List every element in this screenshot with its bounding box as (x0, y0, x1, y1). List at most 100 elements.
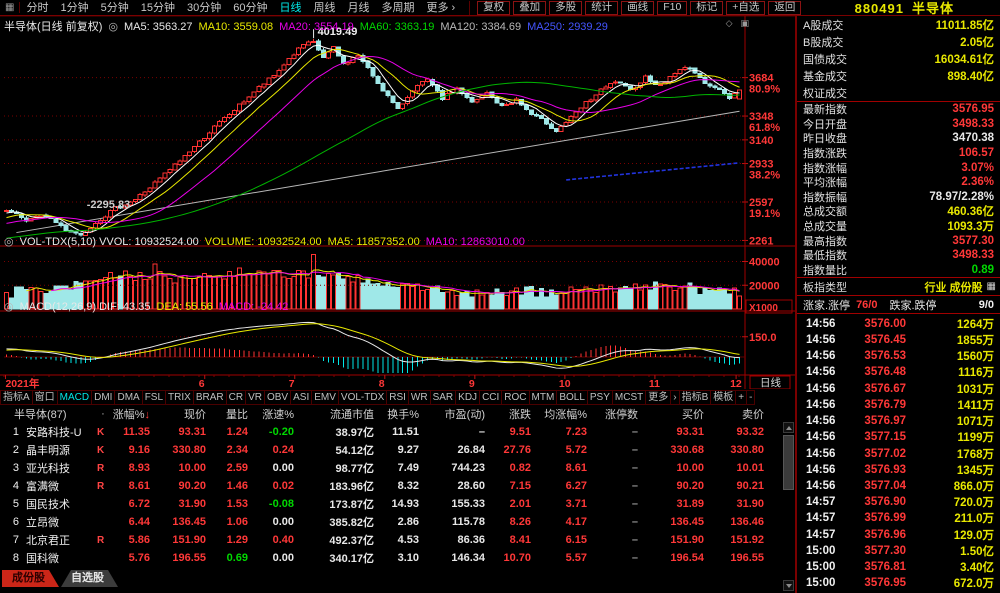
stock-name[interactable]: 国科微 (26, 553, 59, 565)
tab-指标A[interactable]: 指标A (0, 389, 33, 405)
table-row[interactable]: 1 安路科技-U K 11.35 93.31 1.24 -0.20 38.97亿 11.51 – 9… (0, 423, 795, 441)
tick-row[interactable]: 14:57 3576.99 211.0万 (797, 511, 1000, 526)
tick-row[interactable]: 14:56 3576.53 1560万 (797, 349, 1000, 364)
indicator-tab-MACD[interactable]: MACD (56, 389, 93, 405)
indicator-tab-MTM[interactable]: MTM (528, 389, 558, 405)
tool-button-统计[interactable]: 统计 (585, 0, 619, 15)
period-tab-多周期[interactable]: 多周期 (381, 1, 415, 14)
period-tab-60分钟[interactable]: 60分钟 (233, 1, 268, 14)
table-row[interactable]: 4 富满微 R 8.61 90.20 1.46 0.02 183.96亿 8.32 28.60 7.… (0, 477, 795, 495)
tool-button-返回[interactable]: 返回 (768, 0, 802, 15)
tick-row[interactable]: 14:56 3576.93 1345万 (797, 462, 1000, 477)
table-row[interactable]: 5 国民技术 6.72 31.90 1.53 -0.08 173.87亿 14.93 155.3… (0, 495, 795, 513)
board-type-row[interactable]: 板指类型 行业 成份股 ▦ (797, 278, 1000, 295)
column-header-卖价[interactable]: 卖价 (742, 409, 764, 421)
indicator-tab-WR[interactable]: WR (407, 389, 431, 405)
indicator-tab-CCI[interactable]: CCI (479, 389, 503, 405)
indicator-tab-BOLL[interactable]: BOLL (556, 389, 588, 405)
bottom-tab-成份股[interactable]: 成份股 (2, 570, 59, 587)
tick-row[interactable]: 15:00 3576.95 672.0万 (797, 576, 1000, 591)
period-tab-15分钟[interactable]: 15分钟 (140, 1, 175, 14)
tool-button-画线[interactable]: 画线 (621, 0, 655, 15)
column-header-换手%[interactable]: 换手% (387, 409, 419, 421)
column-header-涨停数[interactable]: 涨停数 (605, 409, 638, 421)
stock-name[interactable]: 安路科技-U (26, 427, 82, 439)
indicator-tab-MCST[interactable]: MCST (611, 389, 647, 405)
period-tab-1分钟[interactable]: 1分钟 (60, 1, 89, 14)
indicator-tab-EMV[interactable]: EMV (311, 389, 339, 405)
scroll-down-icon[interactable] (783, 580, 794, 591)
tick-row[interactable]: 15:00 3576.81 3.40亿 (797, 560, 1000, 575)
indicator-tab-OBV[interactable]: OBV (263, 389, 292, 405)
tool-button-标记[interactable]: 标记 (690, 0, 724, 15)
table-row[interactable]: 6 立昂微 6.44 136.45 1.06 0.00 385.82亿 2.86 115.78 8… (0, 513, 795, 531)
tab-模板[interactable]: 模板 (710, 389, 737, 405)
stock-name[interactable]: 立昂微 (26, 517, 59, 529)
tool-button-+自选[interactable]: +自选 (726, 0, 766, 15)
indicator-tab-ROC[interactable]: ROC (501, 389, 530, 405)
period-tab-更多 ›[interactable]: 更多 › (426, 1, 456, 14)
scrollbar-thumb[interactable] (783, 435, 794, 490)
tick-row[interactable]: 14:56 3576.48 1116万 (797, 365, 1000, 380)
indicator-tab-DMI[interactable]: DMI (91, 389, 116, 405)
period-tab-30分钟[interactable]: 30分钟 (186, 1, 222, 14)
column-header-均涨幅%[interactable]: 均涨幅% (544, 409, 587, 421)
table-title[interactable]: 半导体(87) (14, 409, 67, 421)
stock-name[interactable]: 富满微 (26, 481, 59, 493)
tick-row[interactable]: 14:56 3577.15 1199万 (797, 430, 1000, 445)
tick-row[interactable]: 14:57 3576.96 129.0万 (797, 527, 1000, 542)
indicator-tab-FSL[interactable]: FSL (141, 389, 167, 405)
grid-icon[interactable]: ▦ (986, 281, 996, 293)
indicator-tab-VR[interactable]: VR (245, 389, 265, 405)
indicator-tab-KDJ[interactable]: KDJ (455, 389, 481, 405)
table-row[interactable]: 2 晶丰明源 K 9.16 330.80 2.34 0.24 54.12亿 9.27 26.84 2… (0, 441, 795, 459)
diamond-icon[interactable]: ◇ (725, 18, 741, 28)
indicator-tab-TRIX[interactable]: TRIX (165, 389, 194, 405)
period-tab-5分钟[interactable]: 5分钟 (100, 1, 129, 14)
tick-row[interactable]: 15:00 3577.30 1.50亿 (797, 543, 1000, 558)
scroll-up-icon[interactable] (783, 422, 794, 433)
tick-row[interactable]: 14:56 3576.00 1264万 (797, 316, 1000, 331)
stock-name[interactable]: 国民技术 (26, 499, 70, 511)
indicator-tab-VOL-TDX[interactable]: VOL-TDX (337, 389, 388, 405)
tick-row[interactable]: 14:56 3577.02 1768万 (797, 446, 1000, 461)
indicator-tab-ASI[interactable]: ASI (290, 389, 313, 405)
stock-name[interactable]: 晶丰明源 (26, 445, 70, 457)
board-type-value[interactable]: 行业 成份股 (924, 281, 983, 294)
period-tab-月线[interactable]: 月线 (347, 1, 370, 14)
column-header-流通市值[interactable]: 流通市值 (330, 409, 374, 421)
column-header-现价[interactable]: 现价 (184, 409, 206, 421)
indicator-tab-更多[interactable]: 更多 (645, 389, 672, 405)
tick-row[interactable]: 14:56 3576.79 1411万 (797, 397, 1000, 412)
tick-row[interactable]: 14:56 3577.04 866.0万 (797, 478, 1000, 493)
tab-窗口[interactable]: 窗口 (31, 389, 58, 405)
period-tab-分时[interactable]: 分时 (26, 1, 49, 14)
table-scrollbar[interactable] (783, 422, 794, 591)
tool-button-F10[interactable]: F10 (657, 0, 688, 15)
column-header-买价[interactable]: 买价 (682, 409, 704, 421)
tool-button-复权[interactable]: 复权 (477, 0, 511, 15)
tool-button-叠加[interactable]: 叠加 (513, 0, 547, 15)
table-row[interactable]: 3 亚光科技 R 8.93 10.00 2.59 0.00 98.77亿 7.49 744.23 0… (0, 459, 795, 477)
tick-row[interactable]: 14:56 3576.97 1071万 (797, 414, 1000, 429)
table-row[interactable]: 7 北京君正 R 5.86 151.90 1.29 0.40 492.37亿 4.53 86.36… (0, 531, 795, 549)
indicator-tab-BRAR[interactable]: BRAR (192, 389, 227, 405)
tick-row[interactable]: 14:56 3576.45 1855万 (797, 332, 1000, 347)
column-header-市盈(动)[interactable]: 市盈(动) (444, 409, 485, 421)
table-row[interactable]: 8 国科微 5.76 196.55 0.69 0.00 340.17亿 3.10 146.34 1… (0, 549, 795, 567)
tick-list[interactable]: 14:56 3576.00 1264万 14:56 3576.45 1855万 14:56 3… (797, 314, 1000, 593)
tick-row[interactable]: 14:56 3576.67 1031万 (797, 381, 1000, 396)
layout-icon[interactable]: ▦ (0, 2, 21, 13)
column-header-涨幅%[interactable]: 涨幅%↓ (112, 409, 150, 421)
column-header-涨速%[interactable]: 涨速% (262, 409, 294, 421)
indicator-tab-PSY[interactable]: PSY (586, 389, 613, 405)
stock-name[interactable]: 北京君正 (26, 535, 70, 547)
panel-toggle-icon[interactable]: ▣ (740, 18, 757, 28)
tool-button-多股[interactable]: 多股 (549, 0, 583, 15)
period-tab-日线[interactable]: 日线 (279, 1, 302, 14)
stock-name[interactable]: 亚光科技 (26, 463, 70, 475)
tab--[interactable]: - (746, 389, 756, 405)
bottom-tab-自选股[interactable]: 自选股 (61, 570, 118, 587)
indicator-tab-DMA[interactable]: DMA (114, 389, 143, 405)
